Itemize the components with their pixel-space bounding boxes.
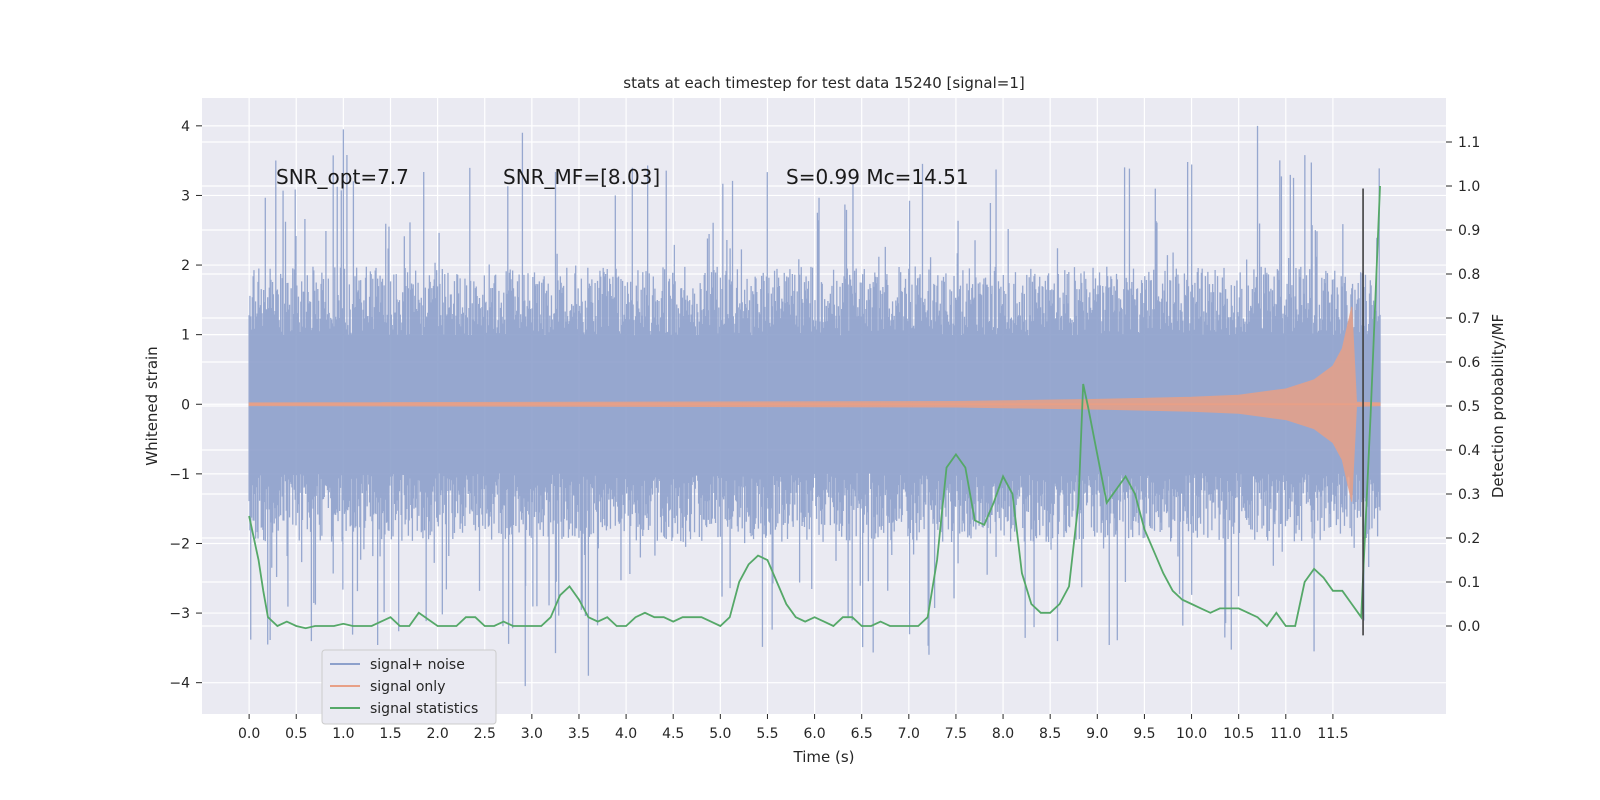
y-left-tick-label-7: −3 <box>169 606 190 622</box>
y-right-tick-label-9: 0.2 <box>1458 531 1480 547</box>
x-axis-label: Time (s) <box>793 748 855 766</box>
x-tick-label-11: 5.5 <box>756 726 778 742</box>
x-tick-label-14: 7.0 <box>898 726 920 742</box>
annotation-snr-mf: SNR_MF=[8.03] <box>503 165 660 189</box>
y-left-tick-label-0: 4 <box>181 119 190 135</box>
x-tick-label-15: 7.5 <box>945 726 967 742</box>
signal-statistics-line <box>248 185 1381 630</box>
y-right-tick-label-11: 0.0 <box>1458 619 1480 635</box>
legend-label-signal-statistics: signal statistics <box>370 701 478 717</box>
legend: signal+ noise signal only signal statist… <box>321 649 497 725</box>
x-tick-label-21: 10.5 <box>1223 726 1254 742</box>
x-tick-label-3: 1.5 <box>379 726 401 742</box>
y-right-tick-label-1: 1.0 <box>1458 179 1480 195</box>
x-tick-label-20: 10.0 <box>1176 726 1207 742</box>
x-tick-label-18: 9.0 <box>1086 726 1108 742</box>
x-tick-label-8: 4.0 <box>615 726 637 742</box>
y-right-tick-label-0: 1.1 <box>1458 135 1480 151</box>
x-tick-label-10: 5.0 <box>709 726 731 742</box>
y-left-axis-ticks: 4 3 2 1 0 −1 −2 −3 −4 <box>169 119 202 692</box>
y-left-tick-label-3: 1 <box>181 328 190 344</box>
series-signal-statistics <box>248 185 1381 630</box>
x-tick-label-0: 0.0 <box>238 726 260 742</box>
series-signal-only <box>248 306 1381 502</box>
x-tick-label-9: 4.5 <box>662 726 684 742</box>
y-left-axis-label: Whitened strain <box>143 346 161 465</box>
x-tick-label-16: 8.0 <box>992 726 1014 742</box>
legend-label-signal-plus-noise: signal+ noise <box>370 657 465 673</box>
x-tick-label-6: 3.0 <box>521 726 543 742</box>
x-tick-label-13: 6.5 <box>851 726 873 742</box>
x-axis-ticks: 0.0 0.5 1.0 1.5 2.0 2.5 3.0 3.5 4.0 4.5 5.0 5.5 6.0 6… <box>238 714 1348 742</box>
y-right-tick-label-6: 0.5 <box>1458 399 1480 415</box>
x-tick-label-2: 1.0 <box>332 726 354 742</box>
y-left-tick-label-2: 2 <box>181 258 190 274</box>
legend-box <box>321 649 497 725</box>
x-tick-label-5: 2.5 <box>474 726 496 742</box>
y-right-tick-label-2: 0.9 <box>1458 223 1480 239</box>
y-right-tick-label-5: 0.6 <box>1458 355 1480 371</box>
chart-title: stats at each timestep for test data 152… <box>623 74 1024 92</box>
y-right-axis-ticks: 1.1 1.0 0.9 0.8 0.7 0.6 0.5 0.4 0.3 0.2 0.1 0.0 <box>1446 135 1480 635</box>
annotation-snr-opt: SNR_opt=7.7 <box>276 165 409 189</box>
annotation-s-mc: S=0.99 Mc=14.51 <box>786 165 969 189</box>
x-tick-label-7: 3.5 <box>568 726 590 742</box>
y-right-tick-label-4: 0.7 <box>1458 311 1480 327</box>
x-tick-label-22: 11.0 <box>1270 726 1301 742</box>
x-tick-label-23: 11.5 <box>1317 726 1348 742</box>
y-right-axis-label: Detection probability/MF <box>1489 314 1507 498</box>
x-tick-label-1: 0.5 <box>285 726 307 742</box>
x-tick-label-19: 9.5 <box>1133 726 1155 742</box>
legend-label-signal-only: signal only <box>370 679 445 695</box>
y-left-tick-label-4: 0 <box>181 397 190 413</box>
y-right-tick-label-7: 0.4 <box>1458 443 1480 459</box>
y-left-tick-label-1: 3 <box>181 188 190 204</box>
x-tick-label-12: 6.0 <box>803 726 825 742</box>
y-right-tick-label-10: 0.1 <box>1458 575 1480 591</box>
y-right-tick-label-3: 0.8 <box>1458 267 1480 283</box>
x-tick-label-4: 2.0 <box>426 726 448 742</box>
y-left-tick-label-6: −2 <box>169 536 190 552</box>
y-left-tick-label-5: −1 <box>169 467 190 483</box>
y-right-tick-label-8: 0.3 <box>1458 487 1480 503</box>
x-tick-label-17: 8.5 <box>1039 726 1061 742</box>
y-left-tick-label-8: −4 <box>169 676 190 692</box>
